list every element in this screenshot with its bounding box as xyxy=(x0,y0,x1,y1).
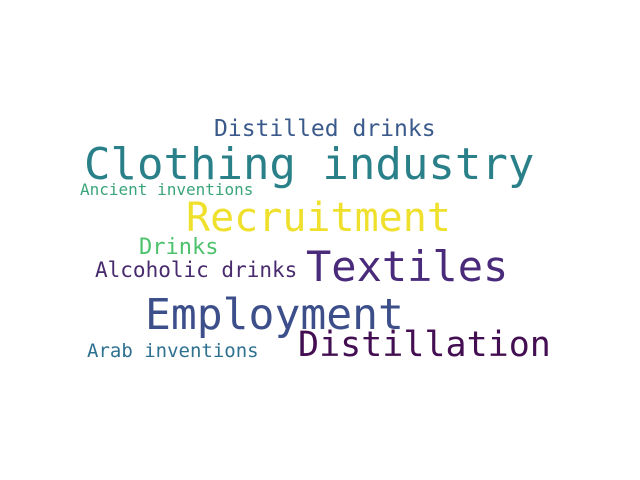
word-clothing-industry: Clothing industry xyxy=(84,139,535,190)
word-distillation: Distillation xyxy=(298,325,551,365)
word-recruitment: Recruitment xyxy=(186,195,451,241)
word-ancient-inventions: Ancient inventions xyxy=(80,180,254,199)
word-textiles: Textiles xyxy=(306,242,509,291)
word-arab-inventions: Arab inventions xyxy=(87,340,259,362)
word-drinks: Drinks xyxy=(139,235,219,260)
word-alcoholic-drinks: Alcoholic drinks xyxy=(95,258,298,282)
word-distilled-drinks: Distilled drinks xyxy=(214,116,436,142)
word-employment: Employment xyxy=(145,290,404,340)
